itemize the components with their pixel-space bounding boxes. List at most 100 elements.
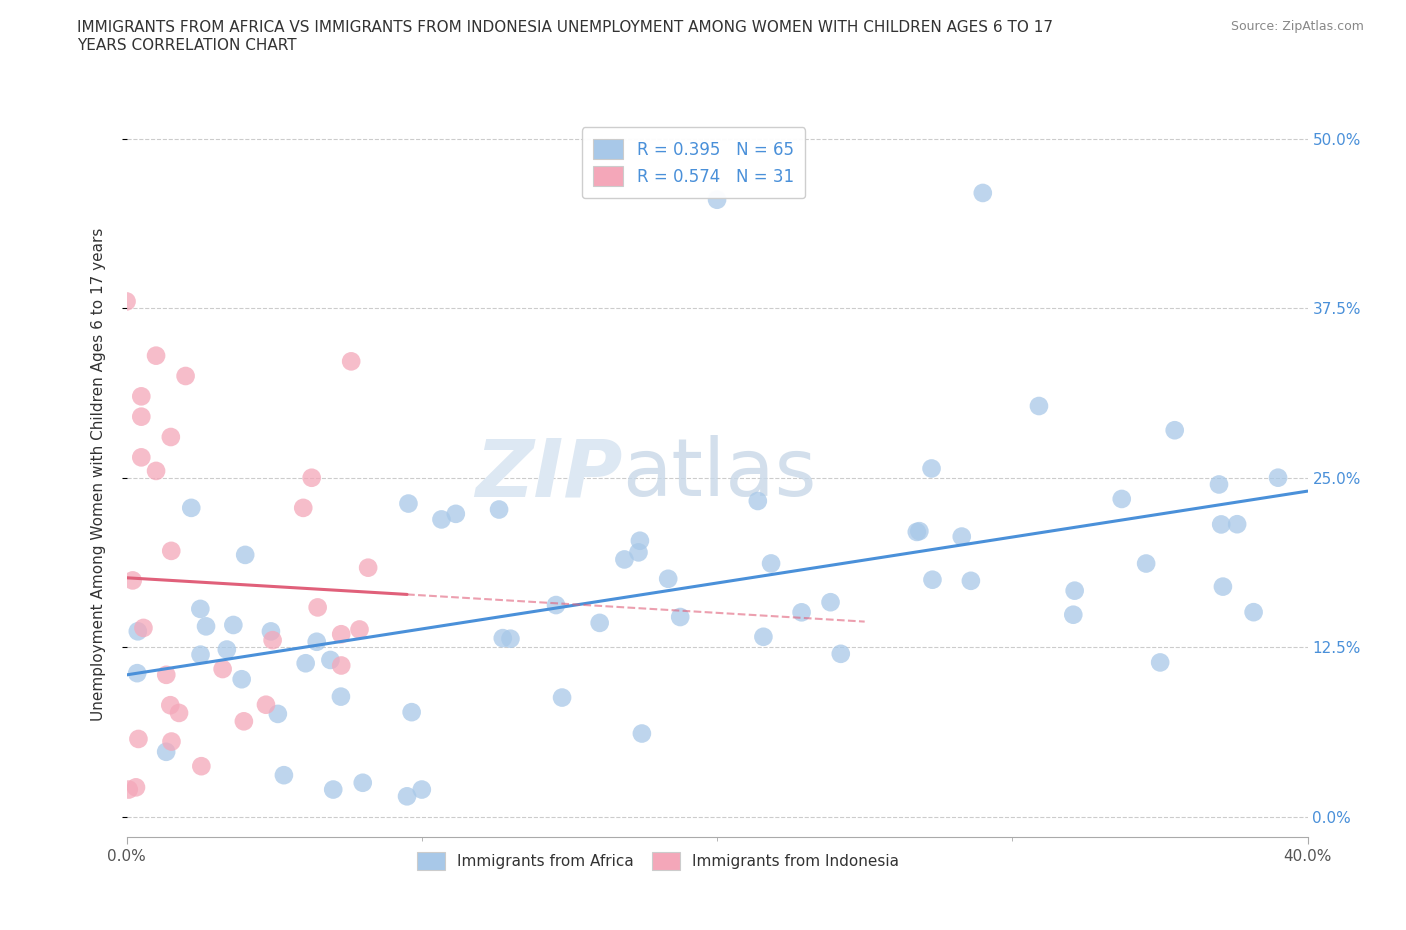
Point	[273, 768, 295, 783]
Point	[190, 647, 212, 662]
Point	[752, 630, 775, 644]
Point	[125, 780, 148, 795]
Point	[330, 627, 353, 642]
Point	[155, 744, 177, 759]
Point	[1149, 655, 1171, 670]
Point	[544, 598, 567, 613]
Point	[190, 759, 212, 774]
Point	[155, 668, 177, 683]
Point	[1226, 517, 1249, 532]
Point	[921, 572, 943, 587]
Point	[329, 689, 352, 704]
Point	[1135, 556, 1157, 571]
Point	[231, 671, 253, 686]
Point	[267, 707, 290, 722]
Point	[167, 706, 190, 721]
Point	[589, 616, 612, 631]
Point	[180, 500, 202, 515]
Point	[129, 409, 153, 424]
Point	[260, 624, 283, 639]
Point	[492, 631, 515, 645]
Point	[129, 389, 153, 404]
Point	[254, 698, 277, 712]
Point	[430, 512, 453, 527]
Point	[160, 430, 183, 445]
Point	[706, 193, 728, 207]
Point	[830, 646, 852, 661]
Point	[127, 732, 149, 747]
Point	[127, 666, 149, 681]
Point	[127, 624, 149, 639]
Point	[129, 450, 153, 465]
Point	[1208, 477, 1230, 492]
Point	[499, 631, 522, 646]
Point	[759, 556, 782, 571]
Point	[188, 602, 211, 617]
Point	[307, 600, 329, 615]
Point	[1028, 399, 1050, 414]
Point	[1111, 492, 1133, 507]
Point	[950, 529, 973, 544]
Legend: Immigrants from Africa, Immigrants from Indonesia: Immigrants from Africa, Immigrants from …	[411, 845, 905, 876]
Point	[631, 726, 654, 741]
Point	[174, 368, 197, 383]
Point	[1267, 471, 1289, 485]
Point	[349, 622, 371, 637]
Point	[294, 656, 316, 671]
Point	[211, 661, 233, 676]
Point	[790, 604, 813, 619]
Point	[960, 574, 983, 589]
Point	[115, 294, 138, 309]
Point	[411, 782, 433, 797]
Point	[613, 552, 636, 567]
Point	[1243, 604, 1265, 619]
Point	[232, 714, 254, 729]
Point	[215, 642, 238, 657]
Point	[921, 461, 943, 476]
Point	[747, 494, 769, 509]
Text: IMMIGRANTS FROM AFRICA VS IMMIGRANTS FROM INDONESIA UNEMPLOYMENT AMONG WOMEN WIT: IMMIGRANTS FROM AFRICA VS IMMIGRANTS FRO…	[77, 20, 1053, 53]
Point	[1212, 579, 1234, 594]
Point	[160, 543, 183, 558]
Point	[1062, 607, 1084, 622]
Point	[340, 354, 363, 369]
Point	[669, 609, 692, 624]
Point	[628, 533, 651, 548]
Point	[292, 500, 315, 515]
Point	[222, 618, 245, 632]
Point	[352, 776, 374, 790]
Point	[301, 471, 323, 485]
Point	[657, 571, 679, 586]
Point	[159, 698, 181, 712]
Point	[396, 789, 419, 804]
Point	[820, 595, 842, 610]
Point	[160, 734, 183, 749]
Point	[1211, 517, 1233, 532]
Point	[488, 502, 510, 517]
Text: atlas: atlas	[623, 435, 817, 513]
Point	[357, 560, 380, 575]
Point	[195, 618, 218, 633]
Y-axis label: Unemployment Among Women with Children Ages 6 to 17 years: Unemployment Among Women with Children A…	[91, 228, 105, 721]
Point	[1063, 583, 1085, 598]
Point	[330, 658, 353, 673]
Point	[132, 620, 155, 635]
Point	[118, 782, 141, 797]
Text: ZIP: ZIP	[475, 435, 623, 513]
Point	[233, 548, 256, 563]
Point	[145, 348, 167, 363]
Point	[145, 463, 167, 478]
Point	[305, 634, 328, 649]
Point	[627, 545, 650, 560]
Point	[121, 573, 143, 588]
Point	[262, 632, 284, 647]
Point	[322, 782, 344, 797]
Point	[908, 524, 931, 538]
Point	[551, 690, 574, 705]
Point	[319, 653, 342, 668]
Point	[905, 525, 928, 539]
Point	[398, 496, 420, 511]
Text: Source: ZipAtlas.com: Source: ZipAtlas.com	[1230, 20, 1364, 33]
Point	[401, 705, 423, 720]
Point	[972, 185, 994, 200]
